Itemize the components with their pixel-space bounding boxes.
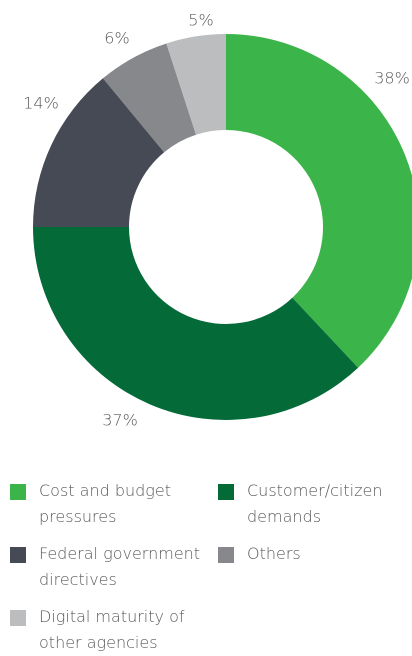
legend-swatch xyxy=(10,547,26,563)
legend-label: Cost and budget pressures xyxy=(39,481,172,526)
donut-segment xyxy=(102,43,197,153)
legend-swatch xyxy=(10,484,26,500)
data-label: 14% xyxy=(23,94,59,113)
legend-label: Digital maturity of other agencies xyxy=(39,607,185,652)
data-label: 37% xyxy=(102,411,138,430)
chart: 38% 37% 14% 6% 5% xyxy=(23,11,412,430)
legend-label: Customer/citizen demands xyxy=(247,481,383,526)
donut-segment xyxy=(33,78,165,227)
donut-segment xyxy=(226,34,412,368)
legend-swatch xyxy=(218,484,234,500)
legend-label: Others xyxy=(247,544,301,563)
data-label: 6% xyxy=(104,29,129,48)
legend-swatch xyxy=(218,547,234,563)
donut-segment xyxy=(33,227,359,420)
legend-swatch xyxy=(10,610,26,626)
donut-segment xyxy=(166,34,226,135)
legend-label: Federal government directives xyxy=(39,544,201,589)
data-label: 38% xyxy=(374,69,410,88)
data-label: 5% xyxy=(188,11,213,30)
